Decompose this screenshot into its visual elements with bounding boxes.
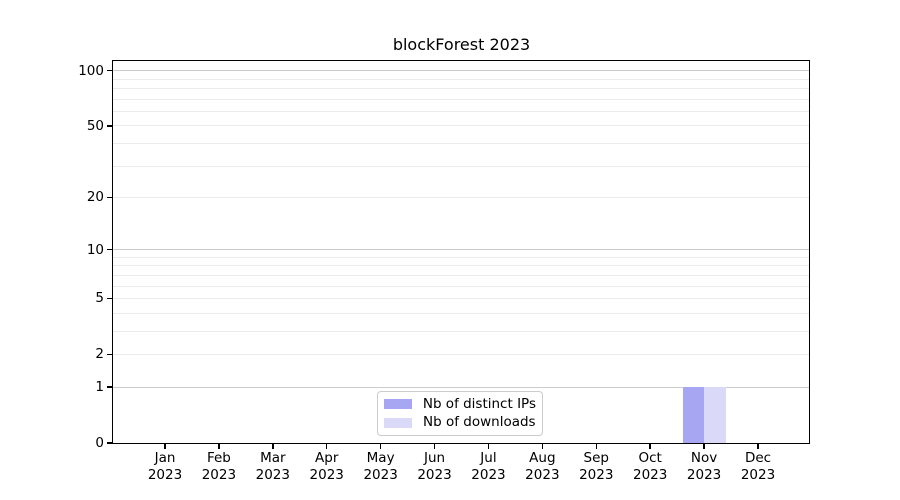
- legend-label-distinct-ips: Nb of distinct IPs: [422, 395, 536, 412]
- y-tick-label: 2: [95, 346, 104, 363]
- y-gridline-minor: [113, 78, 810, 80]
- y-gridline-minor: [113, 312, 810, 314]
- x-tick-label: Jan 2023: [147, 450, 183, 483]
- x-tick: [649, 443, 651, 449]
- legend: Nb of distinct IPs Nb of downloads: [377, 391, 543, 436]
- legend-label-downloads: Nb of downloads: [423, 414, 536, 431]
- bar-nb-of-distinct-ips-nov[interactable]: [682, 387, 705, 443]
- legend-item-distinct-ips: Nb of distinct IPs: [384, 396, 536, 413]
- x-tick-label: Dec 2023: [740, 450, 776, 483]
- y-gridline-minor: [113, 353, 810, 355]
- y-tick-label: 5: [95, 290, 104, 307]
- y-gridline-minor: [113, 165, 810, 167]
- y-tick: [107, 386, 113, 388]
- x-tick-label: Jun 2023: [417, 450, 452, 483]
- y-gridline-major: [113, 386, 810, 388]
- y-tick: [107, 70, 113, 72]
- legend-swatch-downloads-icon: [384, 417, 412, 428]
- y-gridline-major: [113, 70, 810, 72]
- y-tick: [107, 297, 113, 300]
- x-tick: [326, 443, 328, 449]
- x-tick: [703, 443, 705, 449]
- x-tick-label: Nov 2023: [686, 450, 722, 483]
- x-tick: [541, 443, 544, 449]
- y-gridline-minor: [113, 142, 810, 144]
- y-tick: [107, 248, 113, 251]
- x-tick: [379, 443, 382, 449]
- y-tick-label: 1: [95, 379, 104, 396]
- legend-item-downloads: Nb of downloads: [384, 414, 536, 431]
- y-tick-label: 0: [95, 435, 104, 451]
- x-tick: [272, 443, 274, 449]
- y-gridline-minor: [113, 265, 810, 267]
- x-tick: [164, 443, 166, 449]
- y-gridline-minor: [113, 98, 810, 100]
- y-tick: [107, 353, 113, 356]
- bar-nb-of-downloads-nov[interactable]: [704, 387, 726, 443]
- x-tick-label: Feb 2023: [201, 450, 237, 483]
- x-tick-label: Apr 2023: [309, 450, 344, 483]
- y-gridline-minor: [113, 330, 810, 332]
- y-gridline-major: [113, 249, 810, 251]
- y-gridline-minor: [113, 297, 810, 299]
- x-tick: [487, 443, 490, 449]
- y-tick-label: 50: [86, 117, 104, 134]
- chart-title: blockForest 2023: [392, 35, 531, 54]
- y-tick: [107, 196, 113, 199]
- x-tick: [757, 443, 759, 449]
- y-tick-label: 10: [86, 241, 104, 258]
- y-gridline-minor: [113, 110, 810, 112]
- x-tick-label: Mar 2023: [255, 450, 290, 483]
- y-tick-label: 20: [86, 189, 104, 206]
- y-gridline-minor: [113, 125, 810, 127]
- x-tick-label: Jul 2023: [471, 450, 506, 483]
- y-tick-label: 100: [78, 62, 104, 79]
- legend-swatch-distinct-ips-icon: [384, 399, 412, 410]
- y-gridline-minor: [113, 88, 810, 90]
- x-tick-label: Sep 2023: [579, 450, 614, 483]
- y-gridline-minor: [113, 196, 810, 198]
- x-tick-label: May 2023: [363, 450, 398, 483]
- x-tick: [218, 443, 220, 449]
- y-tick: [107, 442, 113, 444]
- y-gridline-minor: [113, 256, 810, 258]
- x-tick-label: Aug 2023: [525, 450, 560, 483]
- x-tick: [595, 443, 597, 449]
- y-gridline-minor: [113, 274, 810, 276]
- y-tick: [107, 125, 113, 127]
- x-tick: [433, 443, 436, 449]
- x-tick-label: Oct 2023: [632, 450, 668, 483]
- y-gridline-minor: [113, 285, 810, 287]
